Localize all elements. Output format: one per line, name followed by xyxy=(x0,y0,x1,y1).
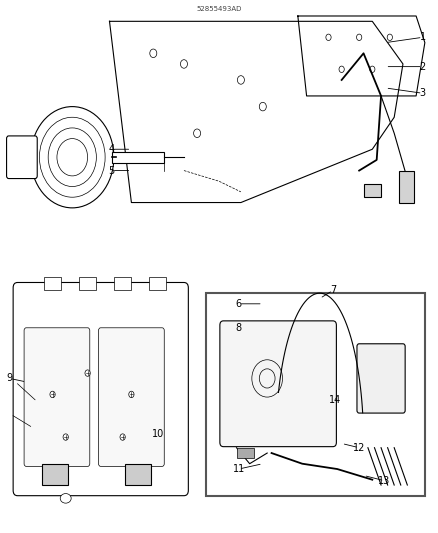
Text: 11: 11 xyxy=(233,464,245,474)
Text: 12: 12 xyxy=(353,443,365,453)
Circle shape xyxy=(50,391,55,398)
Bar xyxy=(112,152,164,163)
Text: 13: 13 xyxy=(378,476,391,486)
Circle shape xyxy=(39,117,105,197)
Text: 2: 2 xyxy=(420,62,426,71)
Circle shape xyxy=(63,434,68,440)
Text: 9: 9 xyxy=(7,374,13,383)
FancyBboxPatch shape xyxy=(7,136,37,179)
Bar xyxy=(79,277,96,290)
Bar xyxy=(125,464,151,485)
Text: 3: 3 xyxy=(420,88,426,98)
Bar xyxy=(42,464,68,485)
FancyBboxPatch shape xyxy=(357,344,405,413)
Text: 14: 14 xyxy=(329,395,341,405)
Circle shape xyxy=(120,434,125,440)
Polygon shape xyxy=(110,21,403,203)
FancyBboxPatch shape xyxy=(24,328,90,466)
Circle shape xyxy=(85,370,90,376)
Bar xyxy=(149,277,166,290)
Text: 6: 6 xyxy=(236,299,242,309)
Bar xyxy=(364,184,381,197)
Circle shape xyxy=(129,391,134,398)
Text: 1: 1 xyxy=(420,33,426,42)
Text: 52855493AD: 52855493AD xyxy=(196,6,242,12)
FancyBboxPatch shape xyxy=(13,282,188,496)
Text: 4: 4 xyxy=(109,144,115,154)
Text: 7: 7 xyxy=(330,286,336,295)
Circle shape xyxy=(48,128,96,187)
Bar xyxy=(399,171,414,203)
Text: 5: 5 xyxy=(109,166,115,175)
FancyBboxPatch shape xyxy=(220,321,336,447)
Ellipse shape xyxy=(60,494,71,503)
FancyBboxPatch shape xyxy=(99,328,164,466)
Text: 10: 10 xyxy=(152,430,164,439)
Bar xyxy=(44,277,61,290)
Bar xyxy=(206,293,425,496)
Circle shape xyxy=(57,139,88,176)
Bar xyxy=(237,448,254,458)
Polygon shape xyxy=(298,16,425,96)
Bar xyxy=(114,277,131,290)
Text: 8: 8 xyxy=(236,323,242,333)
